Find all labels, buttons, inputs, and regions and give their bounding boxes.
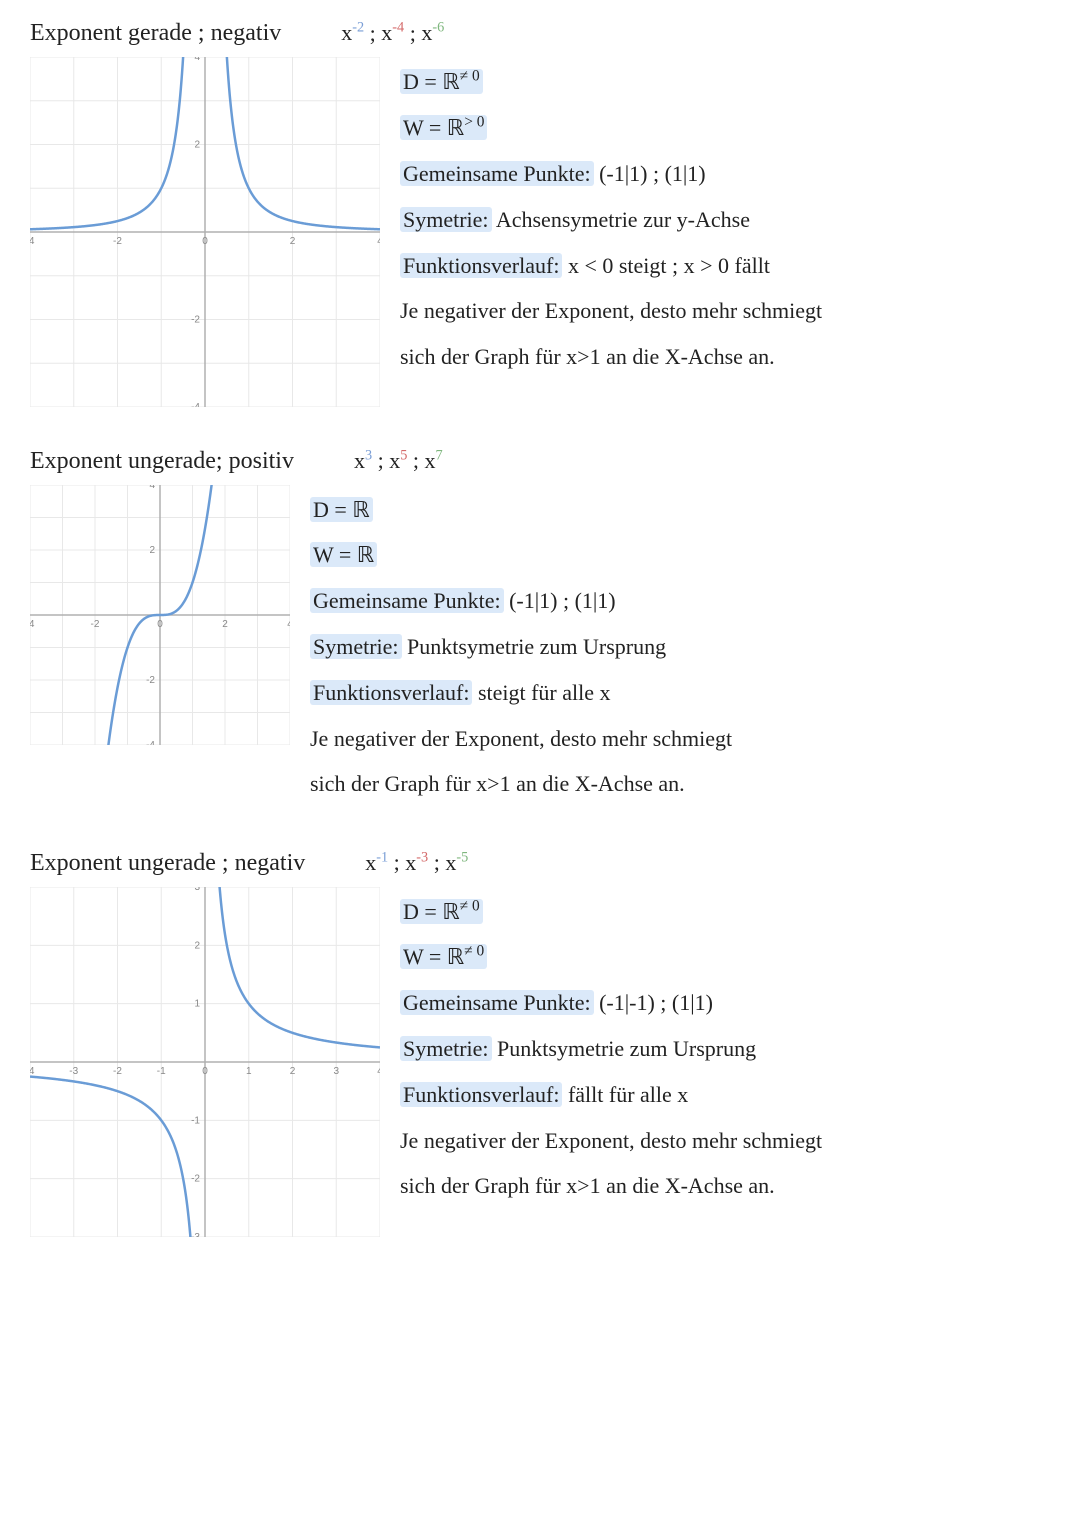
- function-chart: -4 -2 0 2 4 -4 -2 2 4: [30, 57, 380, 407]
- function-chart: -4 -3 -2 -1 0 1 2 3 4 -3 -2 -1 1 2 3: [30, 887, 380, 1237]
- svg-text:-4: -4: [30, 619, 35, 630]
- content-row: -4 -3 -2 -1 0 1 2 3 4 -3 -2 -1 1 2 3 D = ℝ≠ 0 W = ℝ≠ 0…: [30, 887, 1050, 1237]
- svg-text:-1: -1: [191, 1115, 200, 1126]
- section-0: Exponent gerade ; negativ x-2 ; x-4 ; x-…: [30, 20, 1050, 407]
- verlauf-value: fällt für alle x: [568, 1082, 688, 1107]
- range-label: W = ℝ: [310, 542, 377, 567]
- symmetry-label: Symetrie:: [400, 1036, 492, 1061]
- svg-text:-2: -2: [191, 315, 200, 326]
- verlauf-value: x < 0 steigt ; x > 0 fällt: [568, 253, 770, 278]
- symmetry-value: Punktsymetrie zum Ursprung: [497, 1036, 756, 1061]
- svg-text:4: 4: [287, 619, 290, 630]
- svg-text:4: 4: [377, 236, 380, 247]
- svg-text:2: 2: [290, 1066, 296, 1077]
- properties: D = ℝ≠ 0 W = ℝ≠ 0 Gemeinsame Punkte: (-1…: [400, 887, 1050, 1212]
- svg-text:-2: -2: [91, 619, 100, 630]
- svg-text:0: 0: [202, 1066, 208, 1077]
- verlauf-label: Funktionsverlauf:: [310, 680, 472, 705]
- verlauf-value: steigt für alle x: [478, 680, 611, 705]
- svg-text:4: 4: [194, 57, 200, 63]
- points-value: (-1|1) ; (1|1): [509, 588, 616, 613]
- svg-text:-3: -3: [69, 1066, 78, 1077]
- properties: D = ℝ W = ℝ Gemeinsame Punkte: (-1|1) ; …: [310, 485, 1050, 810]
- function-chart: -4 -2 0 2 4 -4 -2 2 4: [30, 485, 290, 745]
- svg-text:0: 0: [157, 619, 163, 630]
- section-title: Exponent gerade ; negativ: [30, 20, 281, 47]
- exponent-list: x3 ; x5 ; x7: [354, 447, 443, 473]
- svg-text:-4: -4: [30, 236, 35, 247]
- section-2: Exponent ungerade ; negativ x-1 ; x-3 ; …: [30, 849, 1050, 1236]
- domain-label: D = ℝ≠ 0: [400, 69, 483, 94]
- verlauf-label: Funktionsverlauf:: [400, 253, 562, 278]
- symmetry-value: Achsensymetrie zur y-Achse: [496, 207, 750, 232]
- section-1: Exponent ungerade; positiv x3 ; x5 ; x7 …: [30, 447, 1050, 809]
- svg-text:2: 2: [194, 940, 200, 951]
- properties: D = ℝ≠ 0 W = ℝ> 0 Gemeinsame Punkte: (-1…: [400, 57, 1050, 382]
- section-title: Exponent ungerade ; negativ: [30, 850, 305, 877]
- svg-text:2: 2: [149, 545, 155, 556]
- range-label: W = ℝ≠ 0: [400, 944, 487, 969]
- content-row: -4 -2 0 2 4 -4 -2 2 4 D = ℝ≠ 0 W = ℝ> 0 Gemeinsa…: [30, 57, 1050, 407]
- svg-text:0: 0: [202, 236, 208, 247]
- points-label: Gemeinsame Punkte:: [400, 990, 594, 1015]
- points-value: (-1|-1) ; (1|1): [599, 990, 713, 1015]
- svg-text:2: 2: [290, 236, 296, 247]
- svg-text:-3: -3: [191, 1232, 200, 1237]
- svg-text:-4: -4: [30, 1066, 35, 1077]
- note-line-2: sich der Graph für x>1 an die X-Achse an…: [400, 336, 1050, 378]
- svg-text:1: 1: [194, 998, 200, 1009]
- exponent-list: x-2 ; x-4 ; x-6: [341, 20, 444, 46]
- svg-text:4: 4: [377, 1066, 380, 1077]
- svg-text:4: 4: [149, 485, 155, 491]
- section-title: Exponent ungerade; positiv: [30, 448, 294, 475]
- heading-row: Exponent ungerade; positiv x3 ; x5 ; x7: [30, 447, 1050, 474]
- symmetry-value: Punktsymetrie zum Ursprung: [407, 634, 666, 659]
- svg-text:2: 2: [194, 140, 200, 151]
- svg-text:-4: -4: [146, 740, 155, 745]
- chart-wrapper: -4 -3 -2 -1 0 1 2 3 4 -3 -2 -1 1 2 3: [30, 887, 380, 1237]
- heading-row: Exponent gerade ; negativ x-2 ; x-4 ; x-…: [30, 20, 1050, 47]
- svg-text:3: 3: [333, 1066, 339, 1077]
- svg-text:-2: -2: [191, 1173, 200, 1184]
- symmetry-label: Symetrie:: [400, 207, 492, 232]
- content-row: -4 -2 0 2 4 -4 -2 2 4 D = ℝ W = ℝ Gemeinsame Pun…: [30, 485, 1050, 810]
- svg-text:2: 2: [222, 619, 228, 630]
- chart-wrapper: -4 -2 0 2 4 -4 -2 2 4: [30, 57, 380, 407]
- domain-label: D = ℝ: [310, 497, 373, 522]
- exponent-list: x-1 ; x-3 ; x-5: [365, 849, 468, 875]
- range-label: W = ℝ> 0: [400, 115, 487, 140]
- svg-text:-2: -2: [113, 1066, 122, 1077]
- domain-label: D = ℝ≠ 0: [400, 899, 483, 924]
- heading-row: Exponent ungerade ; negativ x-1 ; x-3 ; …: [30, 849, 1050, 876]
- points-label: Gemeinsame Punkte:: [400, 161, 594, 186]
- chart-wrapper: -4 -2 0 2 4 -4 -2 2 4: [30, 485, 290, 745]
- svg-text:1: 1: [246, 1066, 252, 1077]
- note-line-2: sich der Graph für x>1 an die X-Achse an…: [400, 1165, 1050, 1207]
- note-line-1: Je negativer der Exponent, desto mehr sc…: [400, 1120, 1050, 1162]
- svg-text:3: 3: [194, 887, 200, 893]
- note-line-1: Je negativer der Exponent, desto mehr sc…: [310, 718, 1050, 760]
- points-label: Gemeinsame Punkte:: [310, 588, 504, 613]
- note-line-1: Je negativer der Exponent, desto mehr sc…: [400, 290, 1050, 332]
- points-value: (-1|1) ; (1|1): [599, 161, 706, 186]
- svg-text:-4: -4: [191, 402, 200, 407]
- symmetry-label: Symetrie:: [310, 634, 402, 659]
- verlauf-label: Funktionsverlauf:: [400, 1082, 562, 1107]
- svg-text:-1: -1: [157, 1066, 166, 1077]
- svg-text:-2: -2: [146, 675, 155, 686]
- svg-text:-2: -2: [113, 236, 122, 247]
- note-line-2: sich der Graph für x>1 an die X-Achse an…: [310, 763, 1050, 805]
